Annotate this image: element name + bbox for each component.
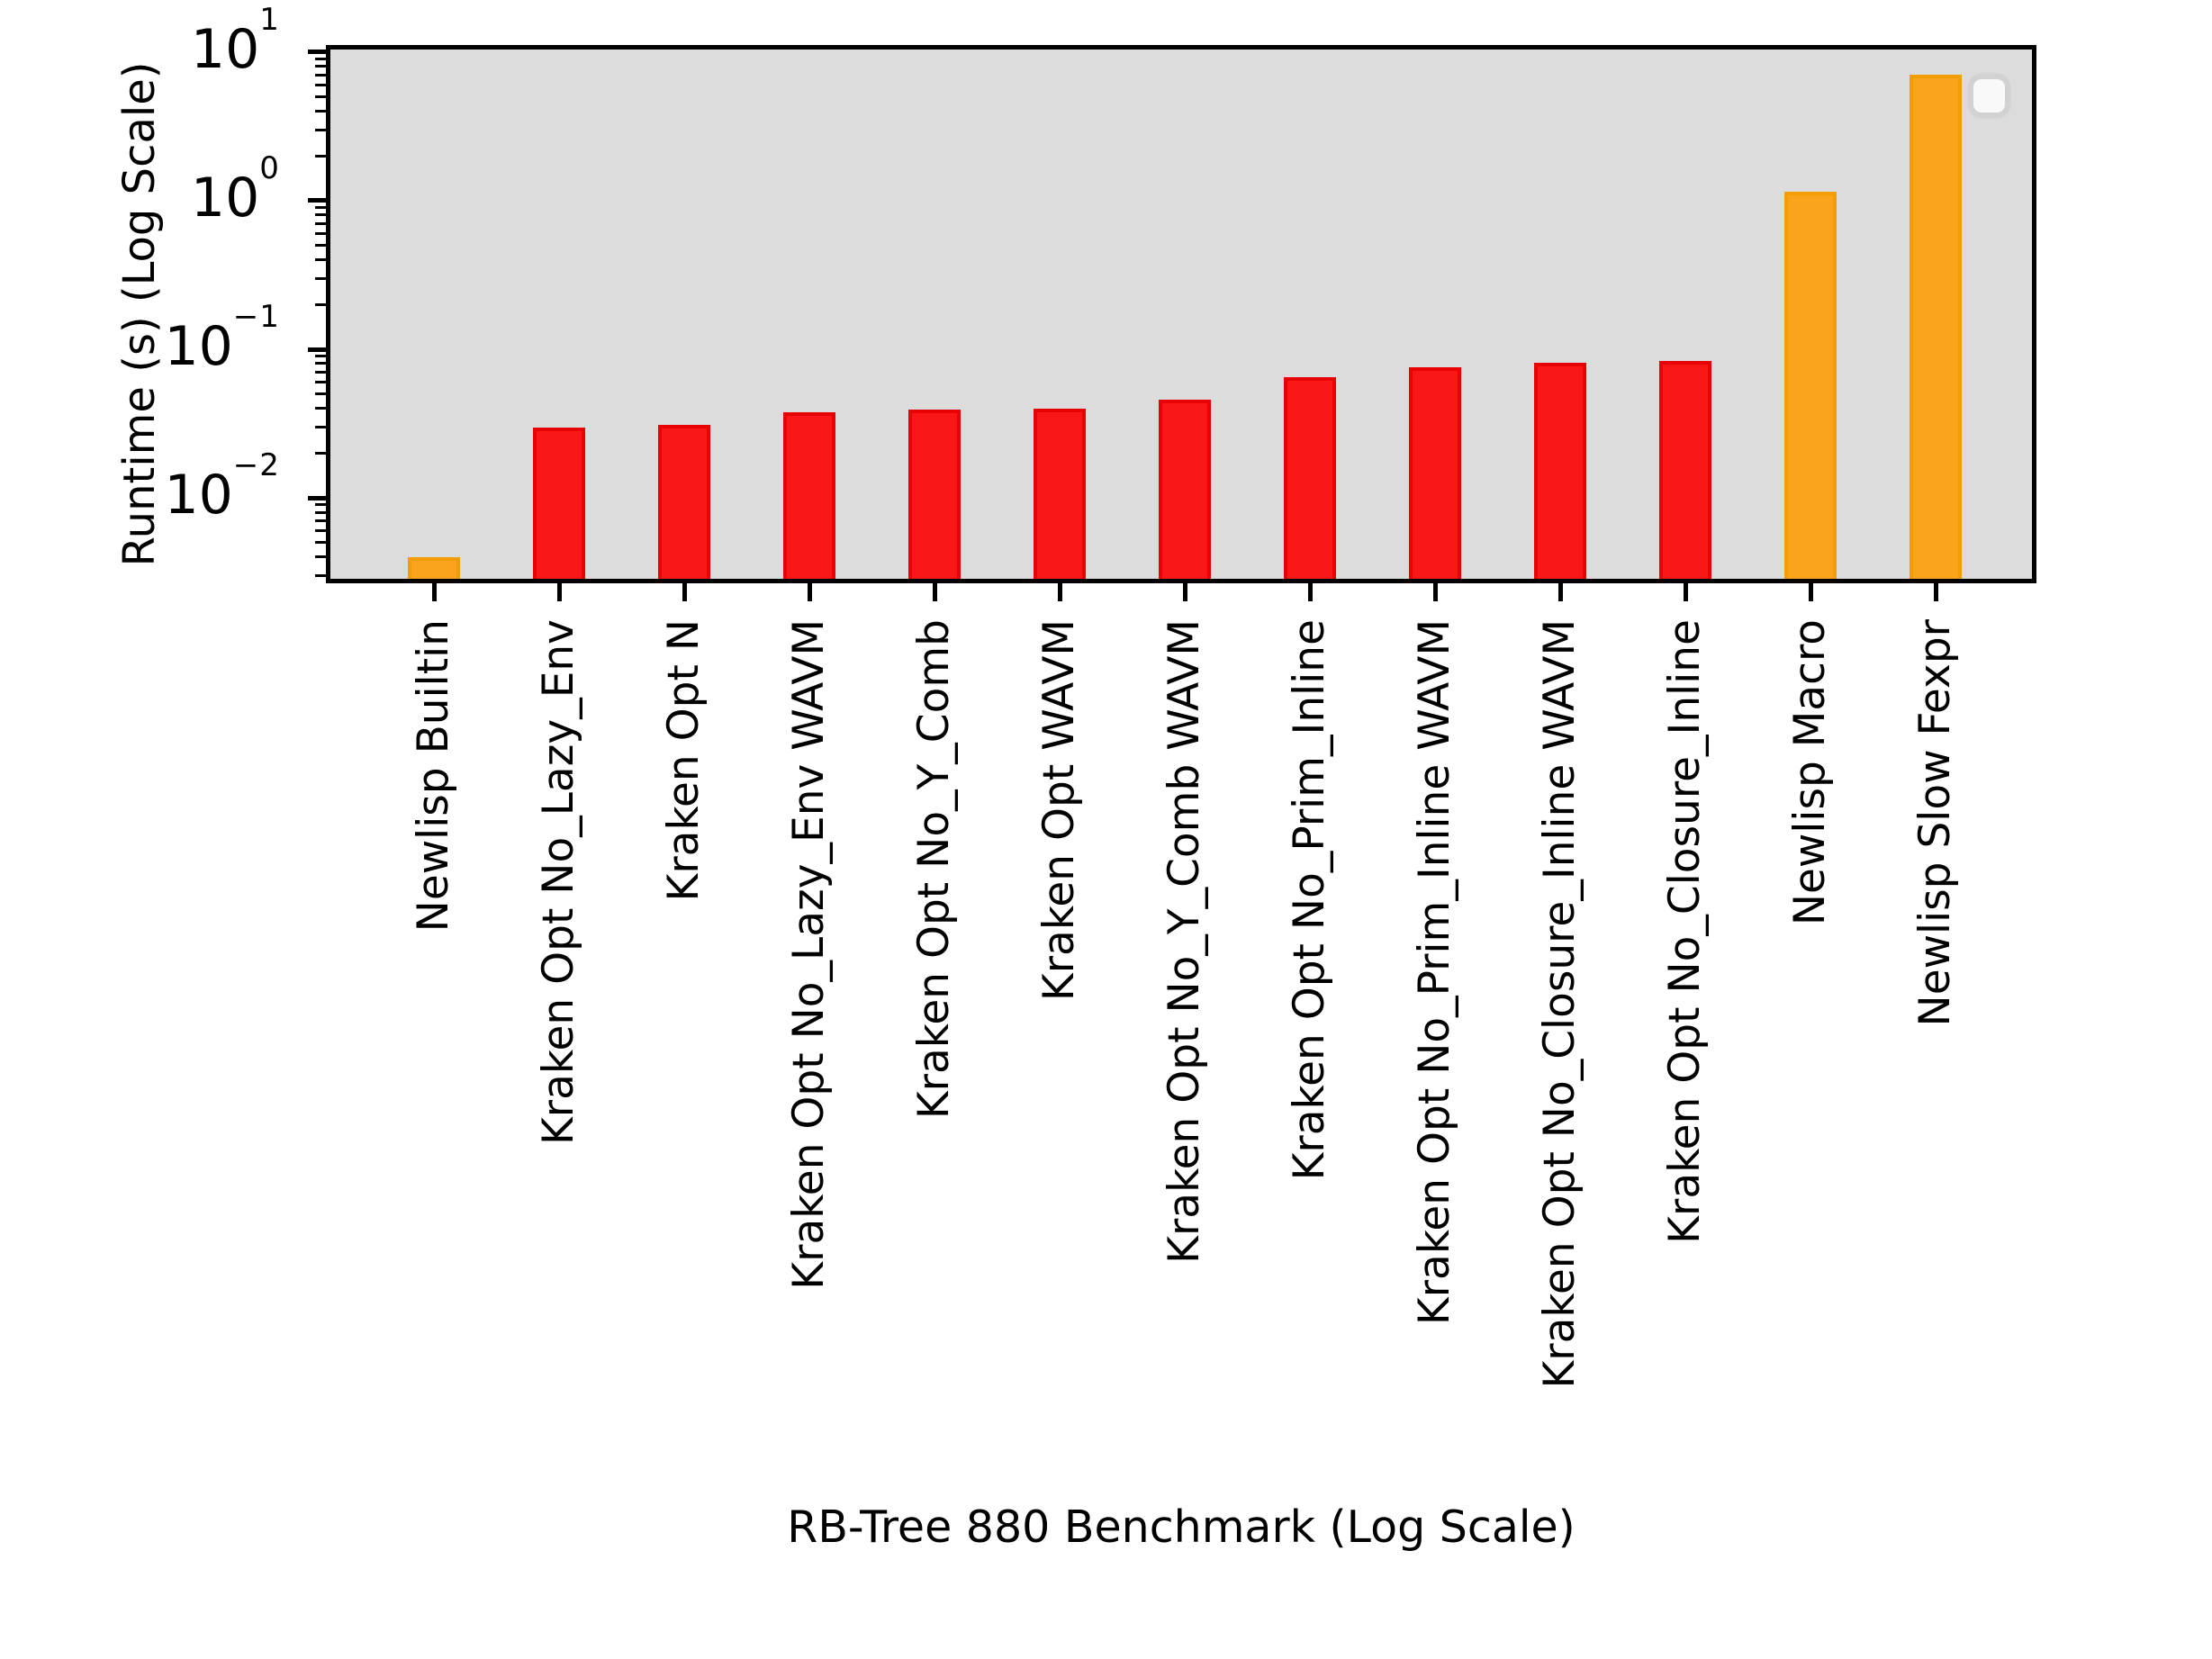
- legend-box: [1969, 75, 2009, 117]
- bar-kraken-opt-no-prim-inline: [1284, 377, 1336, 579]
- x-tick-label: Kraken Opt No_Prim_Inline WAVM: [1410, 619, 1459, 1326]
- x-tick-label: Kraken Opt No_Lazy_Env: [534, 619, 583, 1146]
- x-tick-label: Kraken Opt No_Y_Comb WAVM: [1160, 619, 1209, 1264]
- y-minor-tick: [315, 362, 326, 365]
- x-tick-label: Kraken Opt N: [659, 619, 709, 902]
- y-minor-tick: [315, 541, 326, 545]
- x-axis-label: RB-Tree 880 Benchmark (Log Scale): [787, 1501, 1575, 1553]
- y-minor-tick: [315, 451, 326, 455]
- y-tick-label-base: 10: [190, 166, 260, 230]
- x-major-tick: [1182, 583, 1187, 601]
- y-minor-tick: [315, 555, 326, 559]
- y-tick-label-exponent: −2: [232, 446, 280, 483]
- y-minor-tick: [315, 503, 326, 507]
- y-minor-tick: [315, 65, 326, 68]
- y-minor-tick: [315, 74, 326, 77]
- y-tick-label-base: 10: [164, 464, 233, 527]
- x-major-tick: [932, 583, 937, 601]
- x-tick-label: Newlisp Builtin: [409, 619, 458, 933]
- y-tick-label-base: 10: [190, 17, 260, 81]
- y-minor-tick: [315, 95, 326, 99]
- y-tick-label-exponent: −1: [232, 298, 280, 335]
- y-minor-tick: [315, 573, 326, 577]
- x-tick-label: Kraken Opt No_Y_Comb: [909, 619, 959, 1120]
- y-minor-tick: [315, 232, 326, 236]
- bar-kraken-opt-no-closure-inline: [1659, 361, 1711, 579]
- x-tick-label: Kraken Opt No_Closure_Inline WAVM: [1535, 619, 1585, 1389]
- y-minor-tick: [315, 213, 326, 217]
- y-minor-tick: [315, 57, 326, 60]
- y-tick-label: 101: [0, 5, 297, 77]
- bar-newlisp-macro: [1784, 191, 1837, 579]
- x-tick-label: Newlisp Macro: [1785, 619, 1835, 926]
- x-major-tick: [1432, 583, 1438, 601]
- y-minor-tick: [315, 381, 326, 384]
- x-major-tick: [682, 583, 687, 601]
- y-minor-tick: [315, 407, 326, 410]
- x-major-tick: [1307, 583, 1313, 601]
- x-tick-label: Kraken Opt WAVM: [1034, 619, 1084, 1002]
- y-minor-tick: [315, 519, 326, 523]
- y-minor-tick: [315, 206, 326, 210]
- x-major-tick: [807, 583, 812, 601]
- y-major-tick: [308, 50, 326, 55]
- bar-kraken-opt-no-closure-inline-wavm: [1534, 363, 1586, 579]
- y-minor-tick: [315, 302, 326, 306]
- x-major-tick: [556, 583, 562, 601]
- x-major-tick: [1057, 583, 1062, 601]
- y-tick-label-exponent: 0: [259, 149, 280, 186]
- y-minor-tick: [315, 529, 326, 533]
- bar-kraken-opt-no-y-comb: [908, 409, 961, 579]
- y-tick-label: 10−2: [0, 450, 297, 522]
- y-minor-tick: [315, 154, 326, 158]
- bar-kraken-opt-no-lazy-env: [533, 428, 585, 579]
- y-minor-tick: [315, 355, 326, 358]
- bar-kraken-opt-wavm: [1034, 408, 1086, 579]
- y-minor-tick: [315, 110, 326, 113]
- y-minor-tick: [315, 244, 326, 248]
- bar-kraken-opt-n: [658, 424, 710, 579]
- y-tick-label-exponent: 1: [259, 1, 280, 38]
- x-tick-label: Newlisp Slow Fexpr: [1910, 619, 1960, 1027]
- x-major-tick: [1808, 583, 1813, 601]
- y-minor-tick: [315, 425, 326, 428]
- x-major-tick: [431, 583, 437, 601]
- x-tick-label: Kraken Opt No_Prim_Inline: [1285, 619, 1334, 1181]
- y-minor-tick: [315, 510, 326, 514]
- bar-kraken-opt-no-prim-inline-wavm: [1409, 366, 1461, 579]
- bar-kraken-opt-no-y-comb-wavm: [1159, 399, 1211, 579]
- bar-newlisp-slow-fexpr: [1910, 75, 1962, 579]
- y-minor-tick: [315, 371, 326, 374]
- y-major-tick: [308, 347, 326, 352]
- y-tick-label: 10−1: [0, 302, 297, 374]
- x-tick-label: Kraken Opt No_Closure_Inline: [1660, 619, 1710, 1244]
- y-minor-tick: [315, 392, 326, 396]
- x-major-tick: [1933, 583, 1938, 601]
- x-major-tick: [1557, 583, 1563, 601]
- y-tick-label: 100: [0, 153, 297, 225]
- x-tick-label: Kraken Opt No_Lazy_Env WAVM: [784, 619, 834, 1290]
- y-major-tick: [308, 495, 326, 500]
- y-minor-tick: [315, 222, 326, 226]
- y-minor-tick: [315, 128, 326, 131]
- y-minor-tick: [315, 258, 326, 262]
- x-major-tick: [1683, 583, 1688, 601]
- y-minor-tick: [315, 276, 326, 280]
- bar-newlisp-builtin: [408, 556, 460, 579]
- y-tick-label-base: 10: [164, 315, 233, 378]
- y-minor-tick: [315, 84, 326, 87]
- y-major-tick: [308, 198, 326, 203]
- bar-kraken-opt-no-lazy-env-wavm: [783, 412, 835, 579]
